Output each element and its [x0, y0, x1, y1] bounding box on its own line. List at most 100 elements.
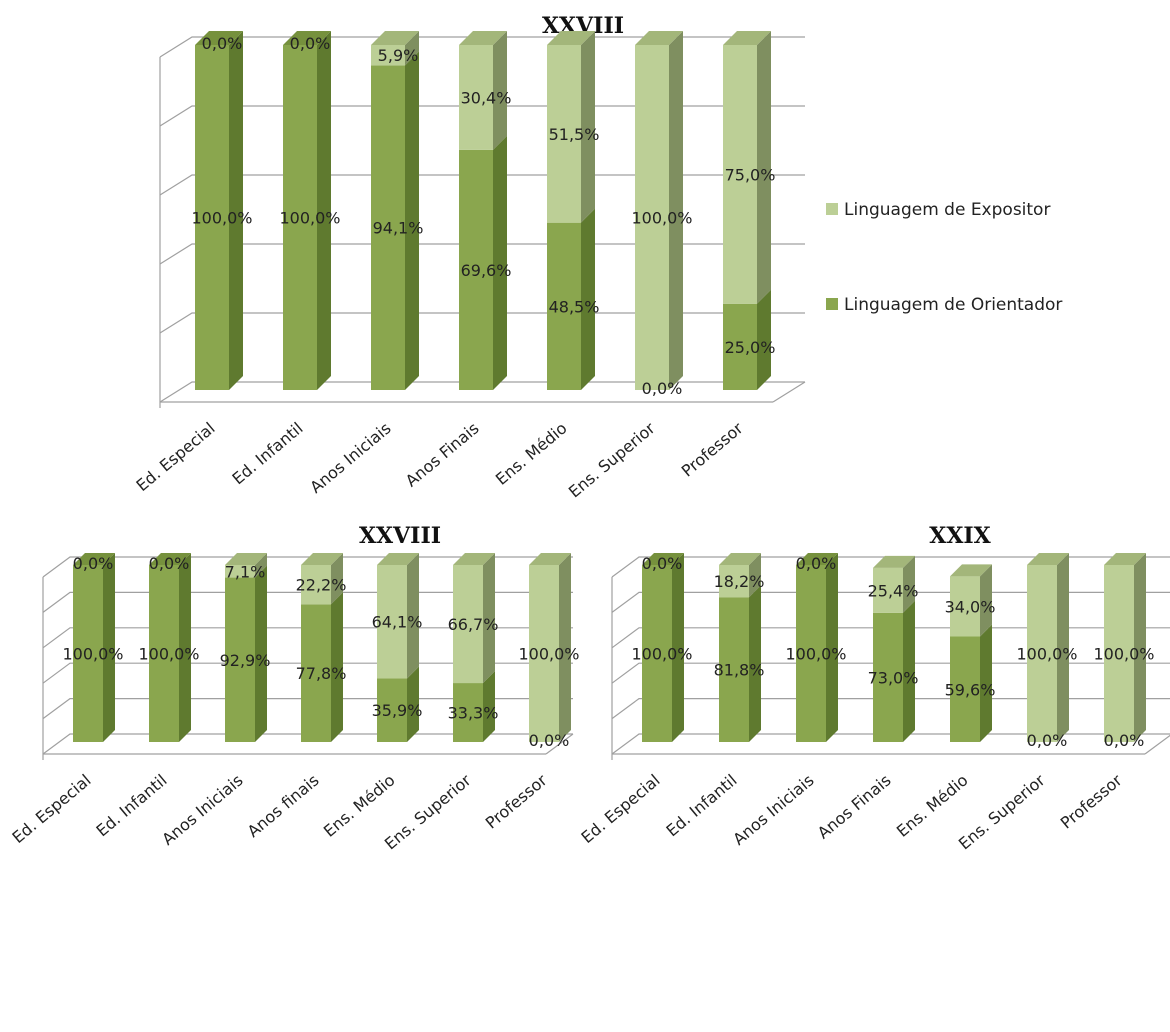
bar-orientador-side: [757, 289, 771, 390]
bar-top-cap: [719, 553, 761, 565]
bar-top-cap: [1104, 553, 1146, 565]
gridline: [611, 591, 1170, 613]
data-label-expositor: 7,1%: [225, 562, 266, 581]
gridline: [159, 174, 805, 196]
bar-top-cap: [453, 553, 495, 565]
legend-swatch-expositor: [826, 203, 838, 215]
legend: Linguagem de Expositor Linguagem de Orien…: [826, 200, 1062, 315]
bar-expositor: [529, 565, 559, 742]
bar-expositor: [301, 565, 331, 605]
bar-orientador: [719, 597, 749, 742]
bar-orientador: [377, 678, 407, 742]
gridline: [611, 556, 1170, 578]
data-label-expositor: 34,0%: [945, 597, 996, 616]
bar-orientador: [453, 683, 483, 742]
bar-expositor: [635, 45, 669, 390]
data-label-orientador: 100,0%: [279, 209, 340, 228]
bar-top-cap: [642, 553, 684, 565]
bar-orientador: [723, 303, 757, 390]
data-label-orientador: 94,1%: [373, 219, 424, 238]
bar-orientador-side: [672, 553, 684, 742]
data-label-orientador: 92,9%: [220, 651, 271, 670]
data-label-orientador: 33,3%: [448, 704, 499, 723]
bar-top-cap: [149, 553, 191, 565]
category-label: Professor: [482, 770, 551, 832]
bar-top-cap: [459, 31, 507, 45]
category-label: Professor: [1057, 770, 1126, 832]
bar-orientador: [225, 577, 255, 742]
bar-top-cap: [529, 553, 571, 565]
category-label: Anos Iniciais: [306, 419, 394, 497]
gridline: [611, 662, 1170, 684]
bar-expositor-side: [405, 31, 419, 66]
category-label: Ens. Médio: [492, 419, 571, 489]
gridline: [611, 697, 1170, 720]
bar-expositor: [225, 565, 255, 578]
bar-top-cap: [73, 553, 115, 565]
chart-bottom-left: XXVIII 100,0% 0,0% Ed. Especial 100,0% 0,0% Ed…: [9, 523, 580, 853]
bar-orientador-side: [826, 553, 838, 742]
bar-orientador: [873, 612, 903, 742]
data-label-orientador: 100,0%: [785, 645, 846, 664]
bar-orientador-side: [749, 585, 761, 742]
category-label: Ens. Médio: [893, 771, 972, 841]
data-label-expositor: 51,5%: [549, 125, 600, 144]
bar-expositor: [719, 565, 749, 598]
data-label-orientador: 25,0%: [725, 338, 776, 357]
data-label-expositor: 100,0%: [518, 645, 579, 664]
data-label-orientador: 77,8%: [296, 664, 347, 683]
bar-expositor-side: [669, 31, 683, 390]
data-label-expositor: 0,0%: [149, 554, 190, 573]
floor-right-edge: [1144, 734, 1170, 755]
floor-right-edge: [545, 733, 574, 755]
category-label: Ens. Médio: [320, 771, 399, 841]
data-label-expositor: 100,0%: [1016, 645, 1077, 664]
bar-top-cap: [723, 31, 771, 45]
category-label: Anos finais: [244, 771, 323, 842]
bar-top-cap: [195, 31, 243, 45]
bar-orientador-side: [317, 31, 331, 390]
data-label-orientador: 0,0%: [1104, 731, 1145, 750]
bar-orientador-side: [255, 565, 267, 742]
category-label: Professor: [678, 418, 747, 480]
bar-expositor-side: [493, 31, 507, 150]
data-label-expositor: 22,2%: [296, 576, 347, 595]
category-label: Ed. Especial: [133, 419, 219, 496]
bar-expositor: [723, 45, 757, 304]
bar-expositor-side: [255, 553, 267, 578]
bar-expositor-side: [757, 31, 771, 304]
legend-swatch-orientador: [826, 298, 838, 310]
bar-top-cap: [635, 31, 683, 45]
data-label-orientador: 69,6%: [461, 261, 512, 280]
bar-top-cap: [873, 555, 915, 568]
data-label-expositor: 5,9%: [378, 46, 419, 65]
bar-expositor: [1027, 565, 1057, 742]
bar-expositor-side: [483, 553, 495, 684]
bar-expositor-side: [407, 553, 419, 679]
bar-orientador: [73, 565, 103, 742]
category-label: Ens. Superior: [565, 418, 659, 501]
bar-orientador-side: [483, 671, 495, 742]
bar-orientador-side: [980, 624, 992, 742]
data-label-orientador: 100,0%: [138, 645, 199, 664]
bar-orientador-side: [103, 553, 115, 742]
bar-expositor-side: [903, 555, 915, 613]
gridline: [611, 733, 1170, 755]
bar-top-cap: [1027, 553, 1069, 565]
data-label-expositor: 18,2%: [714, 572, 765, 591]
chart-bottom-right: XXIX 100,0% 0,0% Ed. Especial 81,8% 18,2% Ed. …: [578, 523, 1170, 853]
category-label: Ed. Infantil: [92, 771, 170, 841]
bar-top-cap: [283, 31, 331, 45]
category-label: Ed. Infantil: [662, 771, 740, 841]
bar-orientador: [642, 565, 672, 742]
category-label: Anos Finais: [402, 419, 483, 491]
data-label-expositor: 0,0%: [642, 554, 683, 573]
data-label-orientador: 100,0%: [62, 645, 123, 664]
bar-expositor-side: [980, 564, 992, 637]
data-label-orientador: 100,0%: [631, 645, 692, 664]
data-label-expositor: 0,0%: [73, 554, 114, 573]
bar-expositor-side: [581, 31, 595, 223]
bar-top-cap: [377, 553, 419, 565]
bar-orientador: [149, 565, 179, 742]
data-label-orientador: 35,9%: [372, 701, 423, 720]
